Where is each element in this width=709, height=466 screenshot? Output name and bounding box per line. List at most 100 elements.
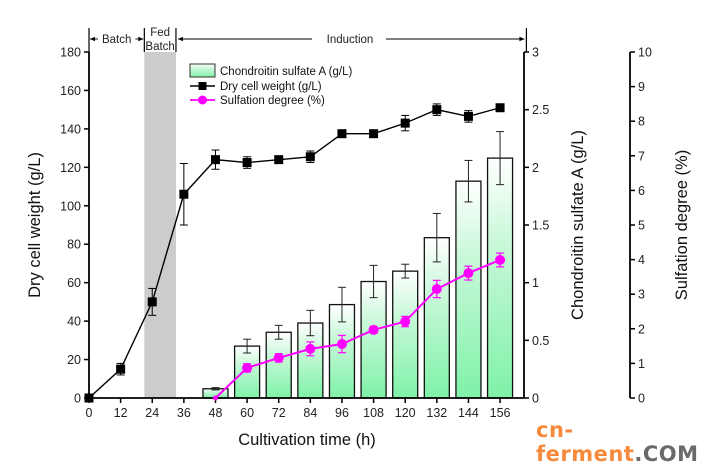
csa-bar [486, 157, 514, 399]
sd-point [495, 254, 506, 265]
dcw-point [495, 103, 505, 113]
dcw-point [305, 152, 315, 162]
sd-point [431, 284, 442, 295]
watermark-logo: cn-ferment.COM [536, 418, 709, 466]
left-tick-label: 20 [67, 353, 81, 367]
right1-tick-label: 2.5 [532, 103, 549, 117]
dcw-point [463, 111, 473, 121]
watermark-text: cn-ferment [536, 418, 635, 466]
x-tick-label: 24 [145, 406, 159, 420]
dcw-point [337, 129, 347, 139]
right1-tick-label: 3 [532, 46, 539, 60]
right1-tick-label: 0 [532, 392, 539, 406]
dcw-point [210, 155, 220, 165]
right2-tick-label: 2 [638, 322, 645, 336]
legend-label-csa: Chondroitin sulfate A (g/L) [220, 66, 352, 78]
right2-tick-label: 7 [638, 149, 645, 163]
dcw-point [400, 118, 410, 128]
sd-point [463, 268, 474, 279]
right2-tick-label: 10 [638, 46, 652, 60]
arrow-head-icon [519, 36, 525, 42]
sd-point [242, 362, 253, 373]
legend-marker-square-icon [198, 82, 207, 90]
sd-point [273, 352, 284, 363]
right2-tick-label: 6 [638, 184, 645, 198]
x-tick-label: 0 [86, 406, 93, 420]
x-tick-label: 72 [272, 406, 286, 420]
fed-batch-label-line1: Fed [150, 27, 170, 39]
induction-label: Induction [327, 34, 374, 46]
left-tick-label: 160 [60, 84, 81, 98]
fed-batch-shaded-region [144, 52, 176, 398]
left-tick-label: 60 [67, 276, 81, 290]
legend-label-sd: Sulfation degree (%) [220, 95, 325, 107]
right1-tick-label: 1.5 [532, 219, 549, 233]
csa-bar [392, 270, 419, 399]
phase-annotations: Batch Fed Batch Induction [88, 27, 528, 53]
right1-tick-label: 0.5 [532, 334, 549, 348]
x-tick-label: 12 [114, 406, 128, 420]
csa-bars [202, 131, 514, 399]
csa-bar [360, 280, 387, 399]
right2-tick-label: 9 [638, 80, 645, 94]
dcw-point [147, 297, 157, 307]
x-tick-label: 60 [240, 406, 254, 420]
legend-swatch-csa [189, 63, 216, 78]
x-tick-label: 120 [395, 406, 416, 420]
right2-tick-label: 4 [638, 253, 645, 267]
left-tick-label: 140 [60, 122, 81, 136]
arrow-head-icon [138, 36, 144, 42]
legend-label-dcw: Dry cell weight (g/L) [220, 81, 322, 93]
fed-batch-shade [144, 52, 176, 398]
x-tick-label: 96 [335, 406, 349, 420]
dcw-line [88, 107, 501, 399]
left-tick-label: 40 [67, 315, 81, 329]
csa-bar [423, 237, 450, 399]
right1-axis-title: Chondroitin sulfate A (g/L) [569, 130, 587, 320]
x-tick-label: 84 [303, 406, 317, 420]
x-tick-label: 108 [363, 406, 384, 420]
batch-label: Batch [102, 34, 131, 46]
right1-tick-label: 2 [532, 161, 539, 175]
sd-point [305, 343, 316, 354]
right2-tick-label: 5 [638, 219, 645, 233]
right2-tick-label: 0 [638, 392, 645, 406]
sulfation-degree-series [212, 252, 506, 401]
x-tick-label: 144 [458, 406, 479, 420]
dry-cell-weight-series [84, 103, 505, 403]
x-tick-label: 132 [426, 406, 447, 420]
dcw-point [369, 129, 379, 139]
x-tick-label: 36 [177, 406, 191, 420]
dcw-point [432, 105, 442, 115]
dcw-point [179, 189, 189, 199]
arrow-head-icon [90, 36, 95, 42]
csa-bar [455, 180, 482, 399]
left-tick-label: 120 [60, 161, 81, 175]
sd-point [400, 316, 411, 327]
arrow-head-icon [177, 36, 183, 42]
right2-tick-label: 1 [638, 357, 645, 371]
x-tick-label: 156 [490, 406, 511, 420]
left-tick-label: 100 [60, 199, 81, 213]
watermark-domain: .COM [634, 442, 699, 466]
sd-point [336, 339, 347, 350]
left-tick-label: 180 [60, 46, 81, 60]
dcw-point [274, 155, 284, 165]
sd-point [368, 324, 379, 335]
sd-point [212, 395, 218, 401]
legend: Chondroitin sulfate A (g/L) Dry cell weig… [189, 63, 352, 107]
dcw-point [242, 158, 252, 168]
axes: 0 20 40 60 80 100 120 140 160 180 0 0.5 1 1.5 2 2.5 3 0 12… [60, 46, 652, 421]
legend-marker-circle-icon [198, 95, 207, 105]
left-axis-title: Dry cell weight (g/L) [26, 152, 44, 298]
x-axis-title: Cultivation time (h) [238, 431, 376, 449]
fed-batch-label-line2: Batch [145, 41, 174, 53]
csa-bar [265, 331, 292, 399]
x-tick-label: 48 [209, 406, 223, 420]
dcw-point [84, 393, 94, 403]
sd-line [214, 259, 501, 399]
left-tick-label: 80 [67, 238, 81, 252]
right2-axis-title: Sulfation degree (%) [673, 150, 691, 300]
dcw-point [116, 364, 126, 374]
